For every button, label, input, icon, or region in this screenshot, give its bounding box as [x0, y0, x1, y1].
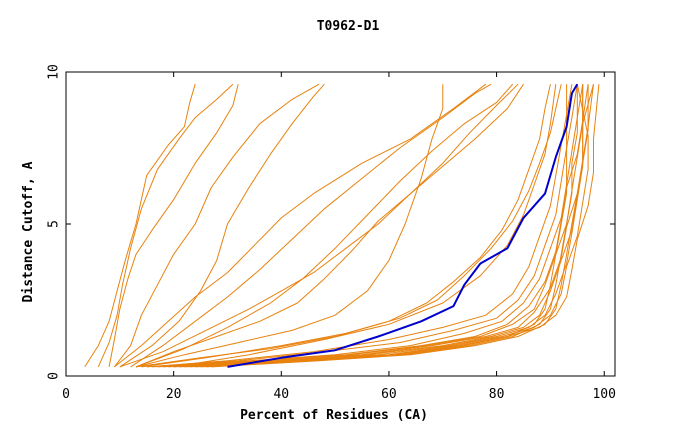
series-line-5: [135, 83, 524, 368]
series-line-26: [173, 84, 557, 368]
x-axis-label: Percent of Residues (CA): [240, 408, 428, 423]
series-line-highlight: [227, 83, 579, 368]
series-line-13: [162, 84, 589, 368]
series-line-20: [200, 84, 568, 368]
series-line-25: [119, 83, 325, 368]
series-line-19: [195, 84, 600, 368]
series-line-6: [119, 83, 519, 368]
y-tick-label: 5: [47, 220, 62, 228]
series-line-17: [184, 84, 584, 368]
x-tick-label: 40: [273, 387, 289, 402]
x-tick-label: 80: [489, 387, 505, 402]
x-axis: 0 20 40 60 80 100: [62, 72, 616, 402]
y-axis: 0 5 10: [47, 64, 615, 380]
series-line-18: [189, 84, 589, 368]
y-tick-label: 0: [47, 372, 62, 380]
series-line-15: [173, 84, 594, 368]
series-line-14: [168, 84, 594, 368]
series-line-10: [146, 84, 573, 368]
series-line-4: [114, 83, 487, 368]
series-line-16: [178, 84, 589, 368]
series-line-3: [114, 83, 320, 368]
y-tick-label: 10: [47, 64, 62, 80]
series-line-0: [84, 84, 196, 368]
series-line-2: [108, 84, 239, 367]
series-line-24: [130, 83, 492, 368]
series-line-7: [135, 84, 444, 368]
x-tick-label: 60: [381, 387, 397, 402]
x-tick-label: 100: [592, 387, 615, 402]
y-axis-label: Distance Cutoff, A: [21, 161, 36, 302]
series-line-21: [205, 84, 578, 368]
x-tick-label: 20: [166, 387, 182, 402]
series-line-23: [135, 83, 514, 368]
chart-title: T0962-D1: [317, 19, 380, 34]
series-line-12: [157, 84, 584, 368]
series-layer: [84, 83, 600, 368]
series-line-1: [97, 83, 234, 368]
series-line-22: [211, 84, 584, 368]
series-line-8: [135, 84, 551, 368]
x-tick-label: 0: [62, 387, 70, 402]
series-line-9: [141, 84, 562, 368]
series-line-11: [152, 84, 578, 368]
